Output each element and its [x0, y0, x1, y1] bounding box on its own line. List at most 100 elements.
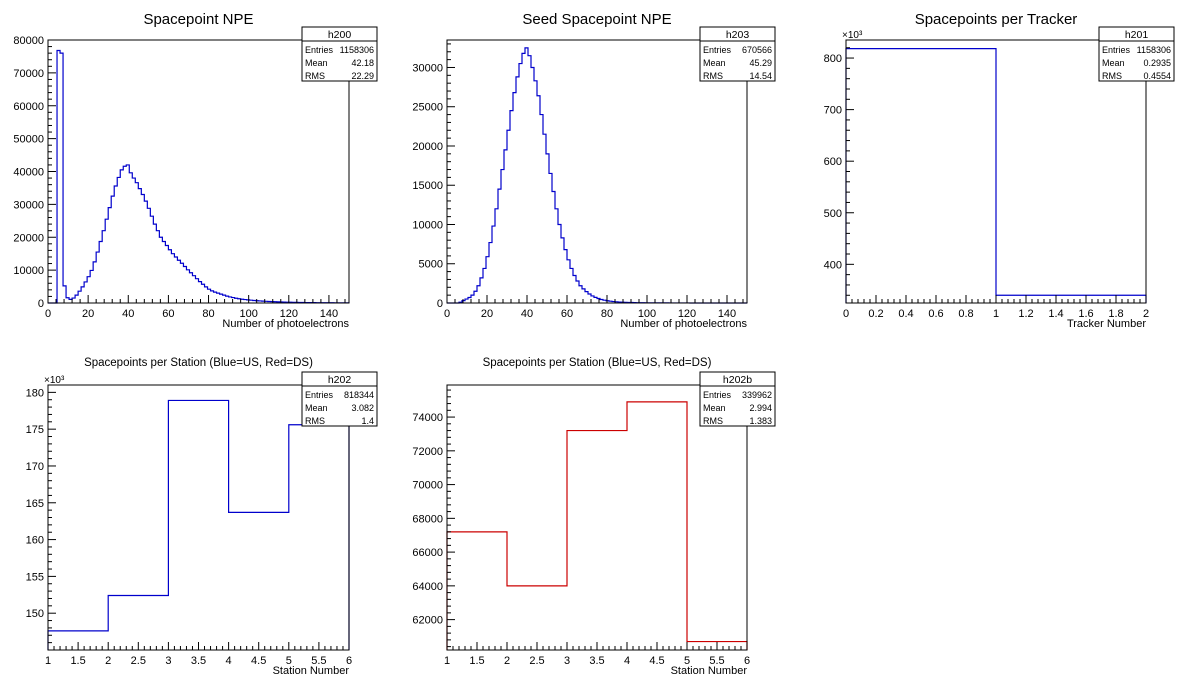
x-axis-label: Number of photoelectrons [620, 318, 747, 330]
x-tick-label: 1.5 [70, 655, 85, 667]
y-tick-label: 68000 [412, 513, 443, 525]
stats-box: h202b Entries 339962 Mean 2.994 RMS 1.383 [699, 371, 776, 427]
stats-box: h203 Entries 670566 Mean 45.29 RMS 14.54 [699, 26, 776, 82]
histogram-series-h201 [845, 47, 1147, 303]
x-tick-label: 60 [561, 308, 573, 320]
x-tick-label: 1.8 [1108, 308, 1123, 320]
stats-box-name: h202 [328, 374, 352, 386]
y-tick-label: 400 [824, 259, 842, 271]
y-tick-label: 50000 [13, 134, 44, 146]
stats-box-name: h203 [726, 29, 750, 41]
y-tick-label: 5000 [419, 259, 443, 271]
y-tick-label: 10000 [412, 219, 443, 231]
stats-row-label: Entries [1102, 45, 1131, 55]
y-tick-label: 160 [26, 535, 44, 547]
stats-row-label: RMS [1102, 71, 1122, 81]
y-tick-label: 10000 [13, 265, 44, 277]
x-tick-label: 0.4 [898, 308, 913, 320]
chart-title: Spacepoints per Station (Blue=US, Red=DS… [483, 357, 712, 369]
y-tick-label: 175 [26, 424, 44, 436]
histogram-series-h203 [447, 47, 748, 304]
y-exponent-label: ×10³ [842, 30, 863, 41]
x-tick-label: 3.5 [589, 655, 604, 667]
stats-row-value: 339962 [742, 390, 772, 400]
stats-box-name: h201 [1125, 29, 1149, 41]
x-tick-label: 140 [320, 308, 338, 320]
stats-row-label: Mean [703, 58, 726, 68]
x-axis-label: Number of photoelectrons [222, 318, 349, 330]
histogram-panel-h202b: Spacepoints per Station (Blue=US, Red=DS… [412, 357, 776, 677]
x-tick-label: 4 [624, 655, 630, 667]
chart-title: Seed Spacepoint NPE [522, 11, 671, 28]
x-tick-label: 1 [993, 308, 999, 320]
stats-row-label: Entries [305, 390, 334, 400]
stats-row-value: 0.2935 [1143, 58, 1171, 68]
x-tick-label: 2 [105, 655, 111, 667]
x-axis-label: Station Number [273, 665, 350, 677]
stats-row-label: Entries [703, 45, 732, 55]
chart-title: Spacepoint NPE [143, 11, 253, 28]
plot-frame [446, 39, 748, 304]
chart-title: Spacepoints per Station (Blue=US, Red=DS… [84, 357, 313, 369]
x-tick-label: 40 [122, 308, 134, 320]
x-tick-label: 5 [684, 655, 690, 667]
stats-row-value: 1158306 [340, 45, 374, 55]
y-tick-label: 70000 [13, 68, 44, 80]
x-tick-label: 60 [162, 308, 174, 320]
x-tick-label: 1 [444, 655, 450, 667]
stats-row-label: RMS [703, 416, 723, 426]
x-tick-label: 20 [82, 308, 94, 320]
stats-row-value: 14.54 [749, 71, 772, 81]
y-tick-label: 800 [824, 53, 842, 65]
x-tick-label: 80 [202, 308, 214, 320]
x-tick-label: 5.5 [709, 655, 724, 667]
y-tick-label: 180 [26, 387, 44, 399]
x-axis-label: Station Number [671, 665, 748, 677]
y-tick-label: 40000 [13, 167, 44, 179]
histogram-series-h202 [47, 399, 350, 650]
y-tick-label: 0 [38, 298, 44, 310]
x-tick-label: 1.4 [1048, 308, 1063, 320]
x-tick-label: 4.5 [649, 655, 664, 667]
x-tick-label: 6 [744, 655, 750, 667]
y-tick-label: 0 [437, 298, 443, 310]
stats-box-name: h202b [723, 374, 752, 386]
y-tick-label: 64000 [412, 581, 443, 593]
stats-box: h202 Entries 818344 Mean 3.082 RMS 1.4 [301, 371, 378, 427]
x-tick-label: 4.5 [251, 655, 266, 667]
stats-box-frame [699, 371, 776, 427]
x-tick-label: 0 [843, 308, 849, 320]
y-tick-label: 62000 [412, 615, 443, 627]
y-tick-label: 66000 [412, 547, 443, 559]
stats-row-value: 45.29 [749, 58, 772, 68]
x-tick-label: 1.6 [1078, 308, 1093, 320]
x-tick-label: 20 [481, 308, 493, 320]
stats-row-label: Mean [1102, 58, 1125, 68]
x-tick-label: 80 [601, 308, 613, 320]
stats-row-label: Mean [305, 58, 328, 68]
y-tick-label: 30000 [13, 199, 44, 211]
histogram-panel-h200: Spacepoint NPE 0 20 40 60 80 100 120 140 0 10000 20… [13, 11, 378, 330]
stats-row-value: 670566 [742, 45, 772, 55]
stats-row-value: 1158306 [1137, 45, 1171, 55]
x-tick-label: 100 [638, 308, 656, 320]
stats-row-label: RMS [703, 71, 723, 81]
x-tick-label: 1.2 [1018, 308, 1033, 320]
x-tick-label: 2 [1143, 308, 1149, 320]
x-tick-label: 140 [718, 308, 736, 320]
stats-row-value: 22.29 [351, 71, 374, 81]
stats-box-frame [699, 26, 776, 82]
stats-row-label: Entries [703, 390, 732, 400]
x-tick-label: 120 [280, 308, 298, 320]
x-axis-label: Tracker Number [1067, 318, 1146, 330]
y-tick-label: 170 [26, 461, 44, 473]
y-tick-label: 74000 [412, 412, 443, 424]
x-tick-label: 4 [226, 655, 232, 667]
y-exponent-label: ×10³ [44, 375, 65, 386]
x-tick-label: 1 [45, 655, 51, 667]
stats-box-frame [301, 371, 378, 427]
y-tick-label: 20000 [13, 232, 44, 244]
y-tick-label: 30000 [412, 62, 443, 74]
y-tick-label: 80000 [13, 35, 44, 47]
